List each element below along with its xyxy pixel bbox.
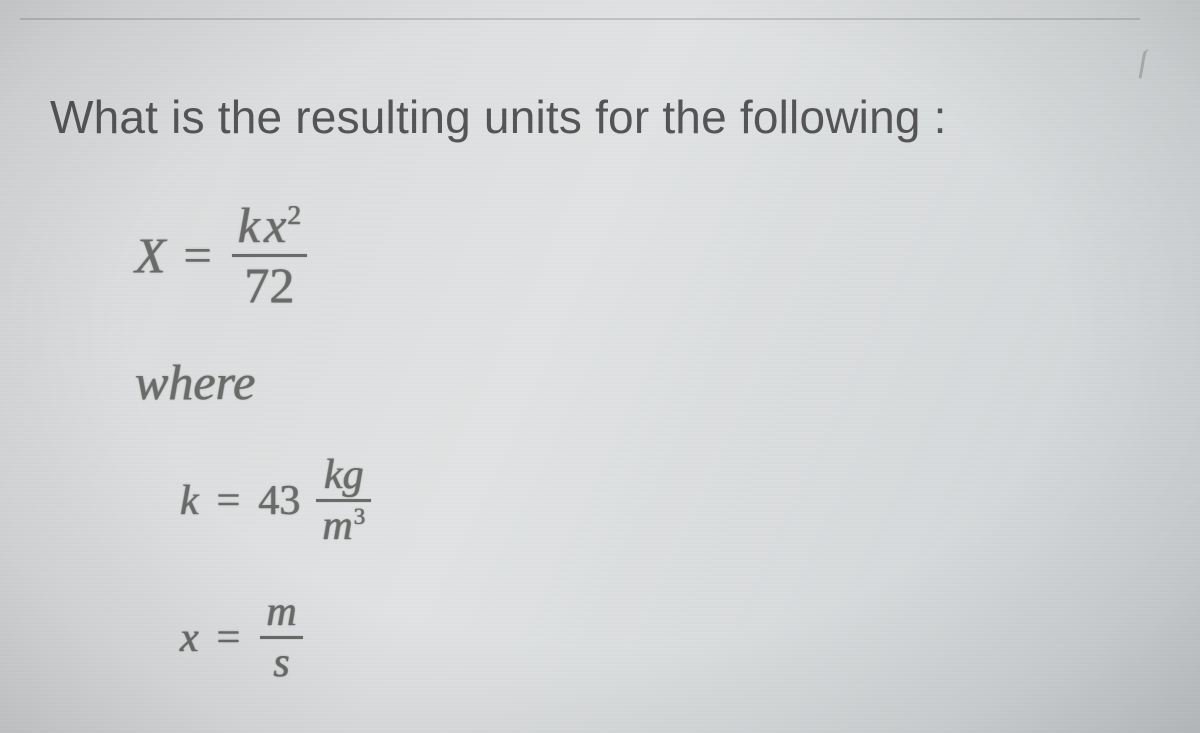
- problem-content: What is the resulting units for the foll…: [50, 90, 1160, 727]
- definition-x: x = m s: [180, 590, 1160, 685]
- var-x: x: [264, 197, 286, 253]
- unit-fraction-k: kg m3: [316, 453, 371, 548]
- equals-sign-x: =: [217, 614, 241, 662]
- unit-m-base: m: [322, 503, 352, 549]
- fraction-main: k x2 72: [232, 199, 307, 311]
- unit-kg: kg: [318, 453, 370, 497]
- unit-bar-x: [260, 636, 302, 639]
- var-k: k: [238, 197, 260, 253]
- equals-sign: =: [184, 226, 212, 284]
- unit-bar-k: [316, 499, 371, 502]
- where-text: where: [135, 353, 255, 411]
- definition-k: k = 43 kg m3: [180, 453, 1160, 548]
- fraction-denominator: 72: [238, 259, 300, 312]
- equation-main: X = k x2 72: [135, 199, 1160, 311]
- stray-mark: [1139, 49, 1163, 82]
- top-rule: [20, 18, 1140, 20]
- unit-s: s: [267, 641, 295, 685]
- symbol-x: x: [180, 614, 199, 662]
- exp-2: 2: [287, 199, 301, 230]
- value-43: 43: [258, 477, 300, 525]
- fraction-numerator: k x2: [232, 199, 307, 252]
- equals-sign-k: =: [217, 477, 241, 525]
- unit-m-exp: 3: [354, 503, 366, 529]
- unit-m3: m3: [316, 504, 371, 548]
- unit-m: m: [260, 590, 302, 634]
- symbol-X: X: [135, 226, 166, 284]
- symbol-k: k: [180, 477, 199, 525]
- unit-fraction-x: m s: [260, 590, 302, 685]
- where-label: where: [135, 353, 1160, 411]
- question-prompt: What is the resulting units for the foll…: [50, 90, 1160, 144]
